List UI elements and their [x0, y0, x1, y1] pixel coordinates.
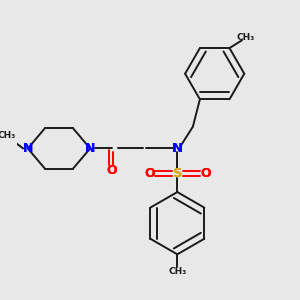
Text: CH₃: CH₃ — [168, 267, 186, 276]
Text: N: N — [85, 142, 95, 155]
Text: O: O — [144, 167, 154, 180]
Text: CH₃: CH₃ — [237, 33, 255, 42]
Text: N: N — [22, 142, 33, 155]
Text: N: N — [85, 142, 95, 155]
Text: S: S — [172, 167, 182, 180]
Text: CH₃: CH₃ — [0, 131, 16, 140]
Text: O: O — [200, 167, 211, 180]
Text: S: S — [172, 167, 182, 180]
Text: O: O — [106, 164, 117, 177]
Text: O: O — [200, 167, 211, 180]
Text: O: O — [144, 167, 154, 180]
Text: N: N — [22, 142, 33, 155]
Text: N: N — [172, 142, 183, 155]
Text: N: N — [172, 142, 183, 155]
Text: O: O — [106, 164, 117, 177]
